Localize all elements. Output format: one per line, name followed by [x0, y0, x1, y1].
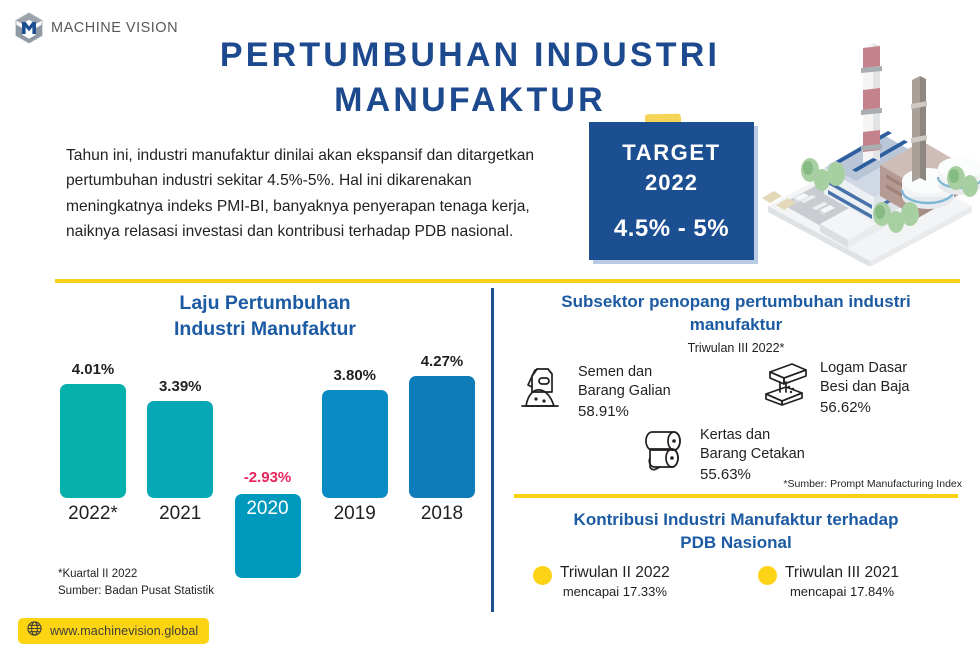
bar-value-label: 3.39% — [158, 378, 202, 396]
target-year: 2022 — [645, 169, 698, 195]
website-url: www.machinevision.global — [50, 624, 199, 638]
bar-value-label: 4.27% — [420, 353, 464, 371]
website-badge[interactable]: www.machinevision.global — [18, 618, 210, 644]
subsector-item-text: Semen dan Barang Galian 58.91% — [578, 362, 671, 422]
subsector-name-line2: Besi dan Baja — [820, 378, 910, 395]
subsector-name-line2: Barang Cetakan — [700, 445, 805, 462]
subsector-item-semen: Semen dan Barang Galian 58.91% — [518, 362, 671, 422]
bar-group-2019: 3.80% 2019 — [321, 366, 388, 524]
bar-rect[interactable] — [409, 376, 475, 498]
right-divider — [514, 494, 958, 498]
subsector-name-line2: Barang Galian — [578, 382, 671, 399]
subsector-item-logam: Logam Dasar Besi dan Baja 56.62% — [760, 358, 909, 418]
vertical-divider — [491, 288, 494, 618]
target-card: TARGET 2022 4.5% - 5% — [589, 122, 754, 260]
subsector-value: 56.62% — [820, 398, 871, 416]
subsector-title-line2: manufaktur — [689, 314, 783, 334]
bullet-dot-icon — [758, 566, 777, 585]
chart-title: Laju Pertumbuhan Industri Manufaktur — [60, 290, 470, 343]
pdb-title-line1: Kontribusi Industri Manufaktur terhadap — [573, 510, 899, 529]
subsector-value: 55.63% — [700, 465, 751, 483]
chart-title-line2: Industri Manufaktur — [173, 318, 356, 341]
bar-group-2022: 4.01% 2022* — [60, 362, 126, 523]
hexagon-m-logo-icon — [14, 12, 44, 44]
pdb-item-2: Triwulan III 2021 mencapai 17.84% — [758, 563, 899, 603]
bar-group-2021: 3.39% 2021 — [147, 378, 214, 524]
bar-category-label: 2021 — [159, 502, 202, 524]
subsector-subtitle: Triwulan III 2022* — [687, 341, 785, 355]
brand-logo: MACHINE VISION — [14, 12, 178, 44]
intro-paragraph: Tahun ini, industri manufaktur dinilai a… — [66, 147, 535, 241]
page-title: PERTUMBUHAN INDUSTRI MANUFAKTUR — [219, 36, 721, 120]
subsector-name-line1: Logam Dasar — [820, 360, 908, 376]
bar-group-2020: -2.93% 2020 — [234, 469, 301, 578]
subsector-source: *Sumber: Prompt Manufacturing Index — [783, 478, 962, 490]
chart-notes: *Kuartal II 2022 Sumber: Badan Pusat Sta… — [58, 566, 214, 601]
chart-note-1: *Kuartal II 2022 — [58, 568, 138, 580]
chart-note-2: Sumber: Badan Pusat Statistik — [58, 585, 214, 598]
bar-rect[interactable] — [60, 383, 126, 498]
pdb-item-text: Triwulan II 2022 mencapai 17.33% — [560, 563, 670, 603]
subsector-item-text: Logam Dasar Besi dan Baja 56.62% — [820, 358, 909, 418]
bar-chart: 4.01% 2022* 3.39% 2021 -2.93% 2020 3.80% 2019 4.… — [60, 352, 475, 592]
bar-group-2018: 4.27% 2018 — [409, 354, 475, 523]
subsector-title-line1: Subsektor penopang pertumbuhan industri — [561, 292, 911, 311]
bar-value-label: 3.80% — [333, 366, 377, 384]
target-label: TARGET — [622, 139, 721, 165]
pdb-detail: mencapai 17.84% — [789, 584, 895, 600]
globe-icon — [27, 621, 42, 641]
subsector-item-kertas: Kertas dan Barang Cetakan 55.63% — [640, 425, 805, 485]
paper-roll-icon — [640, 425, 692, 477]
subsector-name-line1: Kertas dan — [700, 427, 771, 443]
steel-beam-icon — [760, 358, 812, 410]
bar-value-label: 4.01% — [71, 360, 115, 378]
isometric-factory-illustration — [760, 18, 980, 278]
brand-wordmark: MACHINE VISION — [51, 20, 179, 36]
cement-bag-icon — [518, 362, 570, 414]
pdb-period: Triwulan II 2022 — [560, 564, 670, 581]
pdb-title-line2: PDB Nasional — [680, 533, 792, 553]
subsector-title: Subsektor penopang pertumbuhan industri … — [514, 291, 958, 337]
target-value: 4.5% - 5% — [613, 214, 730, 242]
bullet-dot-icon — [533, 566, 552, 585]
top-divider — [55, 279, 960, 283]
pdb-item-text: Triwulan III 2021 mencapai 17.84% — [785, 563, 899, 603]
subsector-item-text: Kertas dan Barang Cetakan 55.63% — [700, 425, 805, 485]
subsector-value: 58.91% — [578, 402, 629, 420]
pdb-period: Triwulan III 2021 — [785, 564, 900, 581]
bar-category-label: 2022* — [68, 502, 118, 524]
pdb-title: Kontribusi Industri Manufaktur terhadap … — [514, 508, 958, 555]
bar-category-label: 2018 — [420, 502, 464, 524]
pdb-detail: mencapai 17.33% — [562, 584, 667, 600]
subsector-name-line1: Semen dan — [578, 364, 653, 380]
chart-title-line1: Laju Pertumbuhan — [179, 292, 351, 314]
bar-rect[interactable] — [321, 389, 388, 498]
bar-rect[interactable]: 2020 — [234, 494, 301, 578]
pdb-item-1: Triwulan II 2022 mencapai 17.33% — [533, 563, 670, 603]
bar-value-label: -2.93% — [243, 469, 292, 486]
bar-category-label: 2020 — [246, 498, 289, 519]
bar-category-label: 2019 — [333, 502, 376, 524]
bar-rect[interactable] — [147, 401, 214, 498]
